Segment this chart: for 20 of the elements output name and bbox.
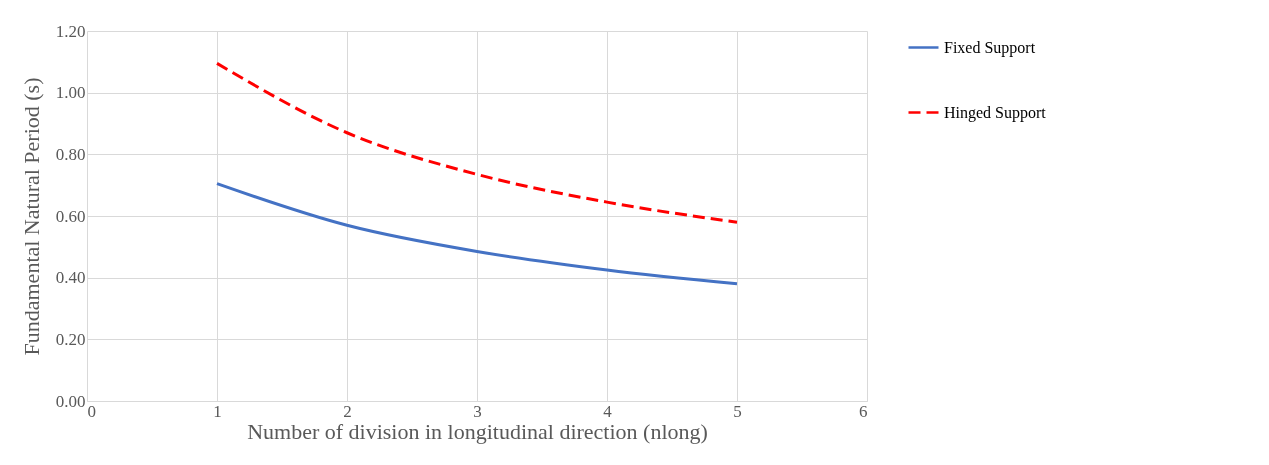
- x-tick-label: 5: [733, 401, 742, 421]
- x-tick-label: 3: [473, 401, 482, 421]
- x-tick-label: 6: [859, 401, 868, 421]
- x-axis-title: Number of division in longitudinal direction (nlong): [247, 418, 708, 444]
- y-tick-label: 1.20: [55, 21, 86, 41]
- y-tick-label: 0.00: [55, 391, 86, 411]
- y-tick-label: 0.60: [55, 206, 86, 226]
- legend-label: Fixed Support: [944, 38, 1036, 57]
- x-tick-label: 2: [343, 401, 352, 421]
- y-tick-label: 0.40: [55, 268, 86, 288]
- y-tick-label: 1.00: [55, 83, 86, 103]
- x-tick-label: 0: [87, 401, 96, 421]
- y-axis-title: Fundamental Natural Period (s): [18, 77, 44, 356]
- legend-label: Hinged Support: [944, 103, 1047, 122]
- line-series: [215, 182, 739, 286]
- x-tick-label: 4: [603, 401, 613, 421]
- y-tick-label: 0.80: [55, 144, 86, 164]
- x-tick-label: 1: [213, 401, 222, 421]
- line-series: [215, 61, 739, 224]
- y-tick-label: 0.20: [55, 329, 86, 349]
